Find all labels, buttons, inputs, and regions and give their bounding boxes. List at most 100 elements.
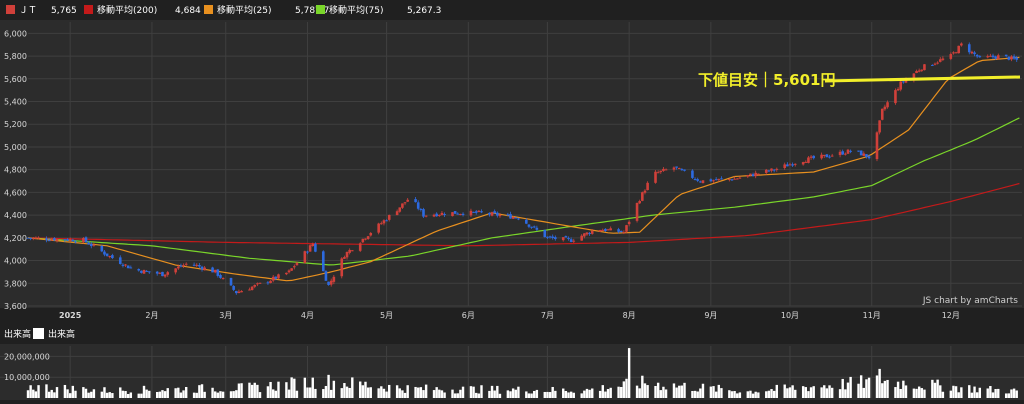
candle-body <box>477 210 481 212</box>
price-plot-background <box>0 20 1024 308</box>
candle-body <box>438 214 441 216</box>
candle-body <box>87 242 90 245</box>
candle-body <box>883 106 887 110</box>
volume-bar <box>754 391 757 398</box>
legend-value: 5,267.3 <box>407 6 441 16</box>
volume-bar <box>765 391 768 398</box>
volume-bar <box>736 393 739 398</box>
candle-body <box>680 169 684 171</box>
candle-body <box>129 267 133 269</box>
volume-bar <box>936 379 939 398</box>
candle-body <box>140 270 143 273</box>
volume-bar <box>192 392 196 398</box>
candle-body <box>986 56 990 58</box>
candle-body <box>880 108 884 120</box>
candle-body <box>166 272 170 275</box>
volume-bar <box>258 392 262 398</box>
volume-bar <box>401 390 404 398</box>
volume-bar <box>469 386 473 398</box>
candle-body <box>532 226 536 228</box>
volume-bar <box>952 385 955 398</box>
candle-body <box>461 213 465 215</box>
volume-bar <box>675 387 678 398</box>
candle-body <box>229 277 233 286</box>
volume-bar <box>696 391 699 398</box>
volume-bar <box>111 393 114 398</box>
y-tick-label: 4,600 <box>4 188 27 197</box>
candle-body <box>569 239 573 242</box>
volume-bar <box>53 392 56 398</box>
candle-body <box>783 164 787 168</box>
volume-bar <box>567 392 570 398</box>
candle-body <box>564 236 568 238</box>
legend-swatch <box>6 5 15 14</box>
volume-bar <box>772 390 776 398</box>
volume-bar <box>82 387 85 398</box>
candle-body <box>598 230 602 232</box>
volume-bar <box>583 390 586 398</box>
volume-legend-swatch <box>33 328 44 339</box>
candle-body <box>696 179 699 181</box>
candle-body <box>749 173 752 175</box>
candle-body <box>258 282 262 284</box>
candle-body <box>182 265 185 267</box>
legend-swatch <box>316 5 325 14</box>
volume-bar <box>770 389 773 398</box>
volume-bar <box>142 385 146 398</box>
candle-body <box>1012 56 1016 59</box>
candle-body <box>435 213 438 217</box>
candle-body <box>324 271 328 281</box>
volume-bar <box>801 386 805 398</box>
volume-bar <box>580 393 583 398</box>
volume-bar <box>535 389 539 398</box>
candles <box>26 42 1019 295</box>
candle-body <box>720 178 723 180</box>
candle-body <box>527 224 531 227</box>
candle-body <box>1007 56 1011 60</box>
volume-bar <box>472 386 475 398</box>
candle-body <box>554 237 557 240</box>
candle-body <box>45 238 48 241</box>
volume-bar <box>859 375 863 398</box>
candle-body <box>580 235 583 241</box>
volume-bar <box>894 387 897 398</box>
volume-bar <box>598 390 602 398</box>
legend-value: 5,765 <box>51 6 77 16</box>
legend-value: 5,787.7 <box>295 6 329 16</box>
volume-bar <box>588 389 591 398</box>
legend-item[interactable]: 移動平均(200) 4,684 <box>84 4 201 16</box>
volume-bar <box>377 388 380 398</box>
volume-bar <box>714 391 718 398</box>
candle-body <box>474 211 478 213</box>
volume-bar <box>295 390 299 398</box>
legend-swatch <box>84 5 93 14</box>
candle-body <box>691 170 694 178</box>
candle-body <box>382 220 386 224</box>
candle-body <box>92 244 96 246</box>
volume-bar <box>749 390 752 398</box>
volume-bar <box>641 375 644 398</box>
candle-body <box>970 51 974 54</box>
legend-item[interactable]: ＪＴ 5,765 <box>6 5 77 16</box>
legend-label: 移動平均(200) <box>97 4 157 16</box>
candle-body <box>345 252 349 258</box>
candle-body <box>886 102 889 108</box>
volume-bar <box>459 389 462 398</box>
candle-body <box>949 54 953 59</box>
legend-item[interactable]: 移動平均(25) 5,787.7 <box>204 4 329 16</box>
legend-item[interactable]: 移動平均(75) 5,267.3 <box>316 4 441 16</box>
volume-bar <box>34 391 38 398</box>
volume-bar <box>865 379 868 398</box>
candle-body <box>496 212 499 216</box>
y-tick-label: 5,400 <box>4 98 27 107</box>
candle-body <box>638 200 641 204</box>
candle-body <box>641 192 644 201</box>
volume-bar <box>720 388 723 398</box>
volume-bar <box>417 387 420 398</box>
candle-body <box>176 266 180 269</box>
volume-bar <box>572 392 575 398</box>
candle-body <box>844 153 847 155</box>
candle-body <box>841 151 845 155</box>
candle-body <box>306 251 309 253</box>
